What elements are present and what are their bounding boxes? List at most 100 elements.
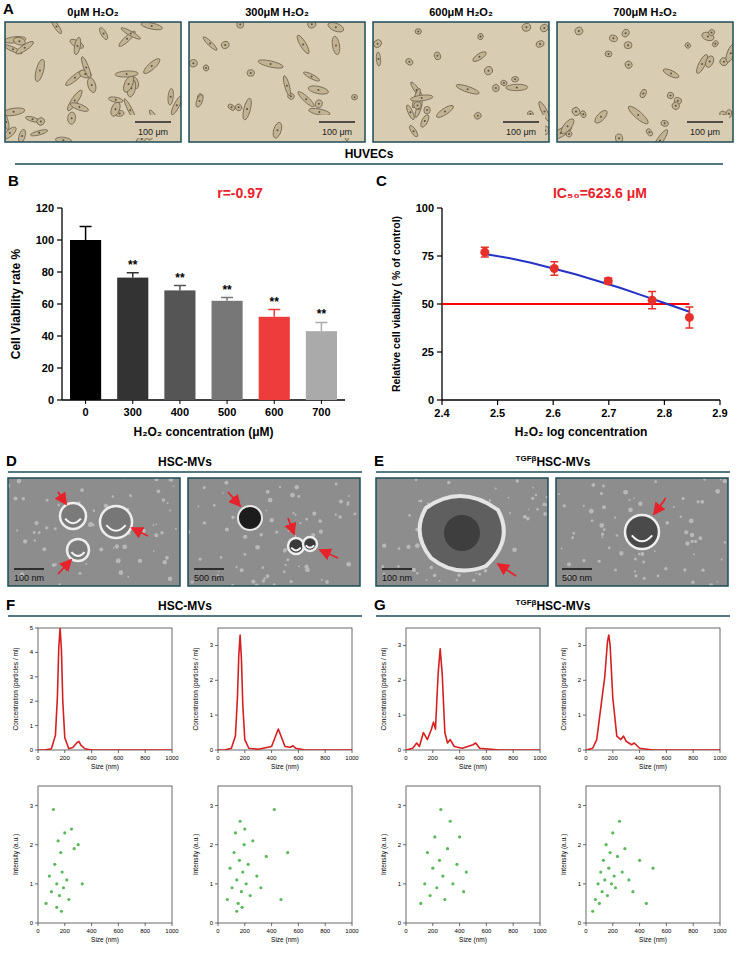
- speck: [723, 479, 727, 483]
- section-rule: [8, 471, 362, 473]
- y-tick-label: 2: [578, 842, 582, 848]
- scale-bar: [562, 568, 592, 570]
- x-tick: [612, 750, 613, 753]
- y-tick: [437, 207, 442, 208]
- cell: [109, 101, 122, 118]
- y-tick-label: 3: [210, 642, 214, 648]
- speck: [162, 498, 166, 502]
- particle: [241, 906, 244, 909]
- speck: [608, 546, 611, 549]
- x-tick-label: 200: [60, 755, 71, 761]
- speck: [305, 518, 308, 521]
- cell: [571, 106, 582, 117]
- arrow: [228, 492, 240, 506]
- x-tick-label: 200: [608, 928, 619, 934]
- x-tick-label: 600: [661, 755, 672, 761]
- y-tick-label: 25: [422, 346, 434, 358]
- x-tick: [666, 923, 667, 926]
- y-tick: [35, 883, 38, 884]
- nucleus: [567, 125, 569, 127]
- nucleus: [205, 67, 207, 69]
- cell: [202, 35, 219, 51]
- speck: [495, 487, 497, 489]
- speck: [23, 539, 27, 543]
- speck: [298, 565, 300, 567]
- speck: [22, 497, 26, 501]
- annotation: IC₅₀=623.6 μM: [553, 185, 647, 201]
- nucleus: [495, 87, 497, 89]
- nucleus: [670, 72, 672, 74]
- speck: [231, 516, 234, 519]
- speck: [269, 518, 273, 522]
- speck: [690, 533, 694, 537]
- speck: [603, 528, 606, 531]
- x-tick: [244, 923, 245, 926]
- particle: [599, 871, 602, 874]
- x-tick: [91, 750, 92, 753]
- speck: [138, 559, 142, 563]
- cell: [17, 129, 27, 142]
- y-tick: [35, 628, 38, 629]
- particle: [455, 863, 458, 866]
- title-text: HSC-MVs: [158, 599, 212, 613]
- speck: [198, 506, 200, 508]
- particle: [59, 851, 62, 854]
- speck: [225, 527, 229, 531]
- x-tick-label: 2.8: [657, 407, 672, 419]
- x-tick-label: 0: [584, 755, 588, 761]
- particle: [53, 863, 56, 866]
- speck: [456, 579, 458, 581]
- nucleus: [479, 56, 481, 58]
- vesicle-core: [444, 515, 480, 551]
- cell: [414, 100, 424, 118]
- point: [604, 276, 613, 285]
- x-tick: [432, 750, 433, 753]
- x-tick-label: 200: [428, 928, 439, 934]
- nta-chart: 02004006008001000012345Size (nm)Concentr…: [12, 625, 179, 771]
- nucleus: [659, 139, 661, 141]
- nucleus: [628, 64, 630, 66]
- x-tick: [459, 923, 460, 926]
- nucleus: [637, 114, 639, 116]
- speck: [698, 536, 702, 540]
- scale-label: 500 nm: [562, 573, 592, 583]
- cell: [521, 22, 531, 32]
- particle: [70, 827, 73, 830]
- cell: [704, 55, 715, 69]
- y-tick: [437, 399, 442, 400]
- speck: [213, 504, 216, 507]
- image-title: 700μM H₂O₂: [613, 6, 677, 18]
- panel-letter: E: [374, 452, 384, 469]
- particle: [237, 902, 240, 905]
- speck: [601, 536, 603, 538]
- x-tick-label: 600: [113, 928, 124, 934]
- particle: [438, 859, 441, 862]
- point: [685, 313, 694, 322]
- particle: [419, 902, 422, 905]
- y-tick: [583, 715, 586, 716]
- particle: [607, 867, 610, 870]
- particle: [77, 843, 80, 846]
- x-tick: [172, 923, 173, 926]
- speck: [532, 487, 534, 489]
- y-tick: [215, 923, 218, 924]
- x-tick-label: 0: [36, 755, 40, 761]
- y-tick-label: 1: [30, 723, 34, 729]
- cell: [142, 57, 162, 76]
- cell: [80, 56, 93, 79]
- particle: [435, 886, 438, 889]
- x-tick: [720, 923, 721, 926]
- particle: [645, 902, 648, 905]
- nucleus: [417, 30, 419, 32]
- particle: [613, 874, 616, 877]
- micrograph-bg: [557, 22, 733, 142]
- y-tick: [583, 923, 586, 924]
- speck: [14, 496, 18, 500]
- particle: [235, 878, 238, 881]
- y-axis-title: Concentration (particles / ml): [380, 647, 388, 730]
- y-tick-label: 1: [210, 712, 214, 718]
- particle: [465, 871, 468, 874]
- plot-frame: [406, 786, 540, 923]
- tem-bg: [8, 478, 180, 586]
- cell: [574, 26, 584, 35]
